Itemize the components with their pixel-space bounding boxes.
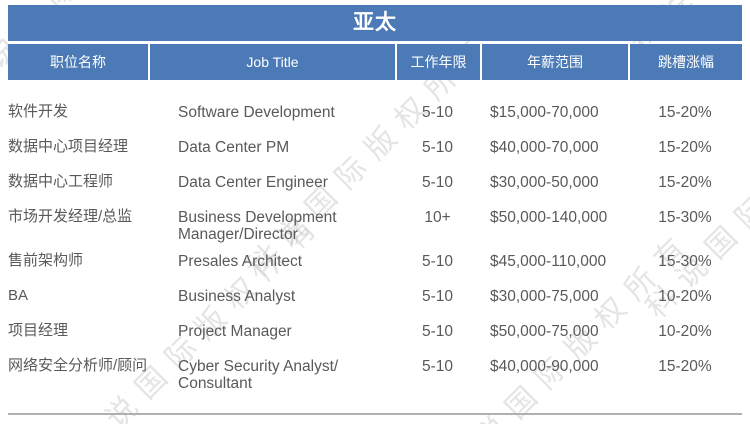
job-title-en-cell: Presales Architect (178, 253, 303, 270)
column-header-salary-range: 年薪范围 (480, 44, 628, 80)
raise-range-cell: 10-20% (658, 288, 712, 305)
experience-cell: 5-10 (421, 104, 454, 121)
column-header-job-name-cn: 职位名称 (8, 44, 148, 80)
column-header-job-title-en: Job Title (148, 44, 395, 80)
table-title: 亚太 (8, 5, 742, 41)
job-name-cn-cell: BA (8, 287, 29, 304)
salary-range-cell: $30,000-50,000 (490, 174, 599, 191)
job-name-cn-cell: 网络安全分析师/顾问 (8, 357, 148, 374)
experience-cell: 5-10 (421, 253, 454, 270)
table-row: 数据中心工程师 Data Center Engineer 5-10 $30,00… (8, 173, 742, 209)
job-name-cn-cell: 售前架构师 (8, 252, 84, 269)
table-row: 数据中心项目经理 Data Center PM 5-10 $40,000-70,… (8, 138, 742, 174)
job-name-cn-cell: 软件开发 (8, 103, 69, 120)
experience-cell: 5-10 (421, 139, 454, 156)
experience-cell: 5-10 (421, 288, 454, 305)
salary-table: 亚太 职位名称 Job Title 工作年限 年薪范围 跳槽涨幅 软件开发 So… (8, 5, 742, 406)
salary-range-cell: $50,000-140,000 (490, 209, 608, 226)
table-row: 售前架构师 Presales Architect 5-10 $45,000-11… (8, 252, 742, 288)
job-name-cn-cell: 数据中心工程师 (8, 173, 114, 190)
salary-range-cell: $50,000-75,000 (490, 323, 599, 340)
table-row: BA Business Analyst 5-10 $30,000-75,000 … (8, 287, 742, 323)
job-title-en-cell: Data Center Engineer (178, 174, 328, 191)
raise-range-cell: 15-30% (658, 253, 712, 270)
table-row: 网络安全分析师/顾问 Cyber Security Analyst/ Consu… (8, 357, 742, 406)
table-row: 项目经理 Project Manager 5-10 $50,000-75,000… (8, 322, 742, 358)
job-name-cn-cell: 数据中心项目经理 (8, 138, 129, 155)
raise-range-cell: 15-20% (658, 174, 712, 191)
salary-range-cell: $40,000-70,000 (490, 139, 599, 156)
raise-range-cell: 15-30% (658, 209, 712, 226)
raise-range-cell: 15-20% (658, 104, 712, 121)
column-header-experience: 工作年限 (395, 44, 480, 80)
job-name-cn-cell: 项目经理 (8, 322, 69, 339)
salary-range-cell: $30,000-75,000 (490, 288, 599, 305)
table-row: 市场开发经理/总监 Business Development Manager/D… (8, 208, 742, 253)
raise-range-cell: 10-20% (658, 323, 712, 340)
salary-range-cell: $45,000-110,000 (490, 253, 607, 270)
column-header-raise-range: 跳槽涨幅 (628, 44, 742, 80)
raise-range-cell: 15-20% (658, 358, 712, 375)
job-title-en-cell: Business Development Manager/Director (178, 209, 337, 244)
salary-range-cell: $40,000-90,000 (490, 358, 599, 375)
job-name-cn-cell: 市场开发经理/总监 (8, 208, 133, 225)
job-title-en-cell: Project Manager (178, 323, 292, 340)
table-row: 软件开发 Software Development 5-10 $15,000-7… (8, 103, 742, 139)
salary-range-cell: $15,000-70,000 (490, 104, 599, 121)
raise-range-cell: 15-20% (658, 139, 712, 156)
job-title-en-cell: Software Development (178, 104, 335, 121)
table-header-row: 职位名称 Job Title 工作年限 年薪范围 跳槽涨幅 (8, 44, 742, 80)
table-body: 软件开发 Software Development 5-10 $15,000-7… (8, 80, 742, 406)
job-title-en-cell: Data Center PM (178, 139, 290, 156)
experience-cell: 10+ (424, 209, 451, 226)
experience-cell: 5-10 (421, 323, 454, 340)
job-title-en-cell: Cyber Security Analyst/ Consultant (178, 358, 339, 393)
table-bottom-border (8, 413, 742, 415)
experience-cell: 5-10 (421, 358, 454, 375)
job-title-en-cell: Business Analyst (178, 288, 296, 305)
experience-cell: 5-10 (421, 174, 454, 191)
